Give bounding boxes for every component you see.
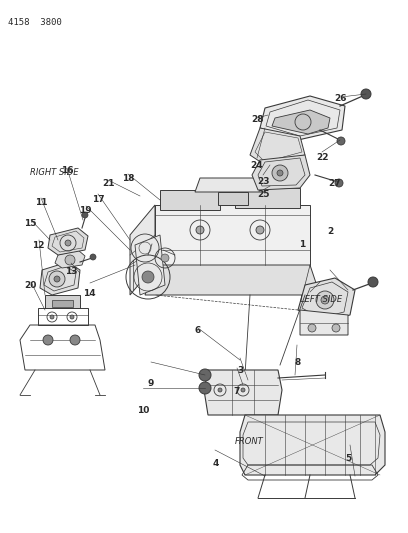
Polygon shape	[52, 300, 73, 307]
Polygon shape	[300, 310, 348, 335]
Polygon shape	[272, 110, 330, 134]
Polygon shape	[252, 155, 310, 190]
Text: 10: 10	[137, 406, 149, 415]
Circle shape	[49, 271, 65, 287]
Circle shape	[142, 271, 154, 283]
Text: 25: 25	[257, 190, 269, 199]
Text: 16: 16	[61, 166, 73, 175]
Circle shape	[277, 170, 283, 176]
Circle shape	[196, 226, 204, 234]
Polygon shape	[195, 178, 265, 192]
Polygon shape	[160, 190, 220, 210]
Polygon shape	[260, 96, 345, 140]
Text: 21: 21	[102, 180, 114, 188]
Text: 28: 28	[251, 116, 263, 124]
Circle shape	[272, 165, 288, 181]
Polygon shape	[55, 250, 85, 268]
Text: 5: 5	[346, 454, 352, 463]
Text: 1: 1	[299, 240, 305, 248]
Polygon shape	[235, 188, 300, 208]
Circle shape	[50, 315, 54, 319]
Polygon shape	[218, 192, 248, 205]
Text: 3: 3	[237, 366, 244, 375]
Text: 18: 18	[122, 174, 135, 183]
Text: 13: 13	[65, 268, 78, 276]
Text: 8: 8	[295, 358, 301, 367]
Text: LEFT SIDE: LEFT SIDE	[300, 295, 342, 304]
Circle shape	[361, 89, 371, 99]
Circle shape	[70, 335, 80, 345]
Text: 9: 9	[148, 379, 154, 388]
Text: 14: 14	[84, 289, 96, 297]
Text: 4: 4	[213, 459, 220, 468]
Text: 24: 24	[251, 161, 263, 169]
Text: 11: 11	[35, 198, 47, 207]
Text: 7: 7	[233, 387, 240, 396]
Polygon shape	[155, 205, 310, 265]
Circle shape	[368, 277, 378, 287]
Circle shape	[241, 388, 245, 392]
Circle shape	[90, 254, 96, 260]
Text: 15: 15	[24, 220, 37, 228]
Text: 6: 6	[195, 326, 201, 335]
Text: 20: 20	[24, 281, 37, 289]
Polygon shape	[130, 205, 155, 295]
Polygon shape	[204, 370, 282, 415]
Circle shape	[337, 137, 345, 145]
Text: 17: 17	[92, 196, 104, 204]
Text: FRONT: FRONT	[235, 437, 264, 446]
Circle shape	[199, 382, 211, 394]
Circle shape	[161, 254, 169, 262]
Polygon shape	[298, 278, 355, 322]
Polygon shape	[135, 235, 165, 295]
Text: 12: 12	[33, 241, 45, 249]
Text: 4158  3800: 4158 3800	[8, 18, 62, 27]
Circle shape	[256, 226, 264, 234]
Polygon shape	[40, 262, 80, 295]
Polygon shape	[240, 415, 385, 475]
Polygon shape	[145, 265, 320, 295]
Circle shape	[65, 240, 71, 246]
Circle shape	[332, 324, 340, 332]
Circle shape	[43, 335, 53, 345]
Circle shape	[54, 276, 60, 282]
Circle shape	[335, 179, 343, 187]
Text: 22: 22	[316, 153, 328, 161]
Text: 26: 26	[335, 94, 347, 103]
Circle shape	[199, 369, 211, 381]
Text: 19: 19	[80, 206, 92, 215]
Circle shape	[321, 296, 329, 304]
Circle shape	[316, 291, 334, 309]
Circle shape	[65, 255, 75, 265]
Circle shape	[218, 388, 222, 392]
Text: RIGHT SIDE: RIGHT SIDE	[30, 168, 78, 177]
Circle shape	[70, 315, 74, 319]
Circle shape	[82, 212, 88, 218]
Polygon shape	[45, 295, 80, 308]
Polygon shape	[250, 128, 305, 165]
Text: 27: 27	[328, 180, 341, 188]
Text: 2: 2	[327, 228, 334, 236]
Circle shape	[308, 324, 316, 332]
Text: 23: 23	[257, 177, 269, 185]
Polygon shape	[48, 228, 88, 255]
